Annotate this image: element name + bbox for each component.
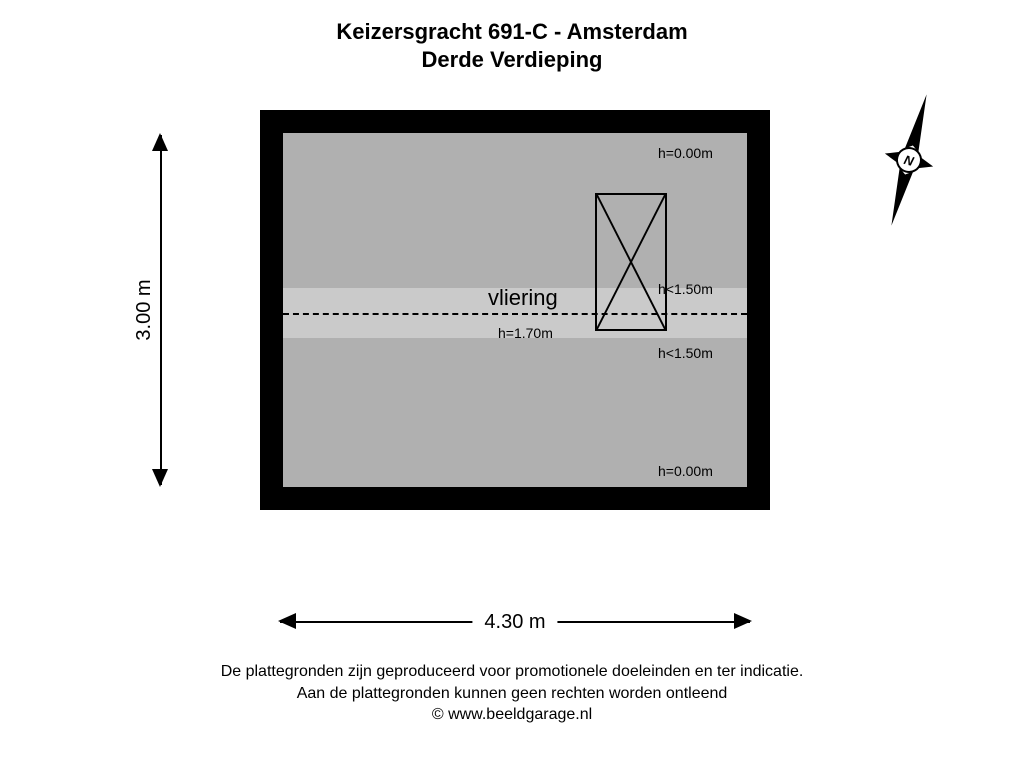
footer-disclaimer: De plattegronden zijn geproduceerd voor … <box>0 661 1024 726</box>
arrow-down-icon <box>152 469 168 487</box>
title-line-2: Derde Verdieping <box>0 46 1024 74</box>
arrow-left-icon <box>278 613 296 629</box>
footer-line-2: Aan de plattegronden kunnen geen rechten… <box>0 683 1024 705</box>
height-label-centre: h=1.70m <box>498 325 553 341</box>
footer-line-1: De plattegronden zijn geproduceerd voor … <box>0 661 1024 683</box>
height-label-bottom: h=0.00m <box>658 463 713 479</box>
height-label-top: h=0.00m <box>658 145 713 161</box>
height-label-upper: h<1.50m <box>658 281 713 297</box>
ridge-line <box>283 313 747 315</box>
dimension-horizontal: 4.30 m <box>280 605 750 645</box>
title-block: Keizersgracht 691-C - Amsterdam Derde Ve… <box>0 18 1024 73</box>
height-label-lower: h<1.50m <box>658 345 713 361</box>
arrow-right-icon <box>734 613 752 629</box>
room-name-vliering: vliering <box>488 285 558 311</box>
dimension-vertical-line <box>160 135 162 485</box>
footer-line-3: © www.beeldgarage.nl <box>0 704 1024 726</box>
floorplan-interior: vliering h=1.70m h=0.00m h<1.50m h<1.50m… <box>283 133 747 487</box>
dimension-vertical-label: 3.00 m <box>133 279 156 340</box>
dimension-horizontal-label: 4.30 m <box>472 611 557 634</box>
floorplan-outer-wall: vliering h=1.70m h=0.00m h<1.50m h<1.50m… <box>260 110 770 510</box>
stair-opening <box>595 193 667 331</box>
title-line-1: Keizersgracht 691-C - Amsterdam <box>0 18 1024 46</box>
dimension-vertical: 3.00 m <box>130 135 190 485</box>
arrow-up-icon <box>152 133 168 151</box>
compass-icon: N <box>854 90 964 230</box>
